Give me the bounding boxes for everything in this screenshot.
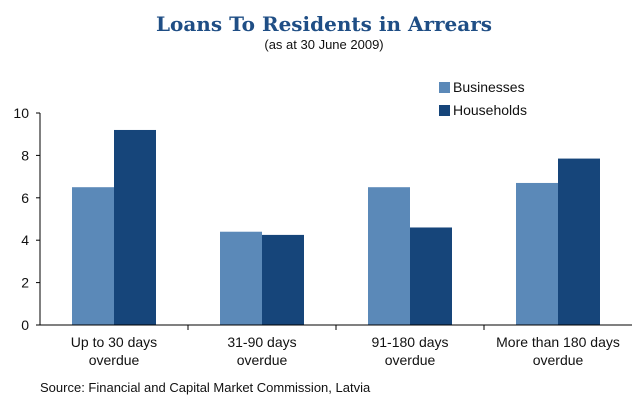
legend: Businesses Households xyxy=(439,79,527,118)
y-tick-label: 2 xyxy=(21,275,29,291)
x-tick-label: Up to 30 days xyxy=(71,334,157,350)
x-tick-label: 31-90 days xyxy=(227,334,296,350)
bar-businesses xyxy=(516,182,558,325)
legend-label-businesses: Businesses xyxy=(453,79,525,95)
x-tick-label: overdue xyxy=(89,352,140,368)
y-tick-label: 4 xyxy=(21,232,29,248)
bar-businesses xyxy=(72,187,114,325)
bars xyxy=(72,129,600,325)
legend-label-households: Households xyxy=(453,102,527,118)
y-tick-label: 6 xyxy=(21,190,29,206)
y-tick-label: 0 xyxy=(21,317,29,333)
x-axis-labels: Up to 30 days overdue 31-90 days overdue 91-… xyxy=(71,325,620,368)
bar-businesses xyxy=(368,187,410,325)
y-axis-ticks: 0 2 4 6 8 10 xyxy=(13,105,40,333)
legend-swatch-households xyxy=(439,105,450,116)
bar-households xyxy=(262,234,304,325)
legend-swatch-businesses xyxy=(439,82,450,93)
chart-subtitle: (as at 30 June 2009) xyxy=(264,37,383,52)
chart-title: Loans To Residents in Arrears xyxy=(156,12,492,36)
bar-households xyxy=(558,158,600,325)
source-note: Source: Financial and Capital Market Com… xyxy=(40,380,371,395)
x-tick-label: overdue xyxy=(533,352,584,368)
bar-households xyxy=(410,227,452,325)
x-tick-label: 91-180 days xyxy=(371,334,448,350)
x-tick-label: overdue xyxy=(385,352,436,368)
y-tick-label: 8 xyxy=(21,147,29,163)
x-tick-label: overdue xyxy=(237,352,288,368)
bar-households xyxy=(114,129,156,325)
bar-businesses xyxy=(220,231,262,325)
x-tick-label: More than 180 days xyxy=(496,334,620,350)
y-tick-label: 10 xyxy=(13,105,29,121)
